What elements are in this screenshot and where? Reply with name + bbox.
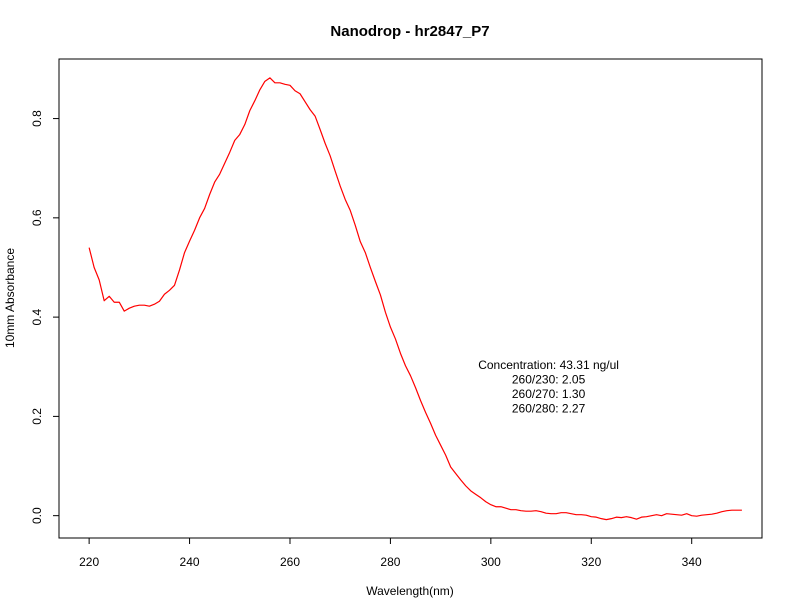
y-tick-label: 0.6 [30, 209, 44, 226]
y-axis-label: 10mm Absorbance [3, 248, 17, 348]
x-tick-label: 340 [682, 555, 702, 569]
annotation-line: 260/280: 2.27 [512, 402, 586, 416]
annotation-line: 260/270: 1.30 [512, 387, 586, 401]
x-tick-label: 320 [581, 555, 601, 569]
plot-frame [58, 58, 763, 539]
x-axis-label: Wavelength(nm) [366, 584, 454, 598]
x-axis: 220 240 260 280 300 320 340 [79, 538, 702, 569]
absorbance-line [88, 77, 742, 521]
y-tick-label: 0.2 [30, 408, 44, 425]
y-tick-label: 0.4 [30, 308, 44, 325]
chart-title: Nanodrop - hr2847_P7 [330, 23, 489, 40]
x-tick-label: 300 [481, 555, 501, 569]
y-tick-label: 0.0 [30, 507, 44, 524]
annotation-line: 260/230: 2.05 [512, 373, 586, 387]
x-tick-label: 280 [380, 555, 400, 569]
x-tick-label: 220 [79, 555, 99, 569]
y-tick-label: 0.8 [30, 110, 44, 127]
y-axis: 0.0 0.2 0.4 0.6 0.8 [30, 110, 59, 524]
x-tick-label: 240 [180, 555, 200, 569]
series-group [88, 77, 742, 521]
annotation-line: Concentration: 43.31 ng/ul [478, 358, 619, 372]
x-tick-label: 260 [280, 555, 300, 569]
